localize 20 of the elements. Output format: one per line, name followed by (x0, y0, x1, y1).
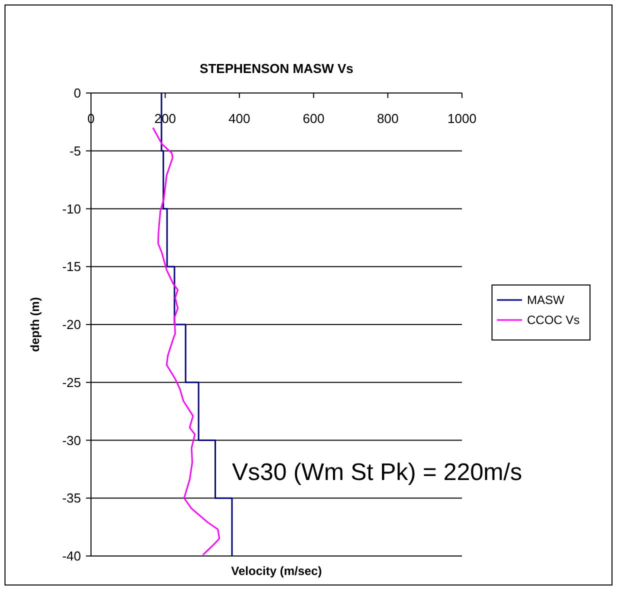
x-tick-label: 800 (376, 111, 399, 126)
y-tick-label: -5 (69, 143, 81, 158)
y-tick-label: -40 (62, 548, 81, 564)
y-tick-label: -15 (62, 259, 81, 274)
y-tick-label: 0 (74, 86, 81, 100)
x-tick-label: 600 (302, 111, 324, 126)
y-axis-title: depth (m) (28, 297, 42, 352)
y-tick-label: -20 (62, 317, 81, 332)
legend-label: MASW (527, 293, 566, 307)
y-tick-label: -25 (62, 374, 81, 390)
y-tick-label: -35 (62, 490, 81, 506)
y-tick-label: -30 (62, 432, 81, 448)
chart-title: STEPHENSON MASW Vs (200, 61, 354, 76)
x-tick-label: 1000 (448, 111, 476, 126)
x-tick-label: 400 (228, 111, 250, 126)
annotation: Vs30 (Wm St Pk) = 220m/s (232, 459, 522, 486)
y-tick-label: -10 (62, 201, 81, 216)
line-series (152, 126, 220, 556)
legend-label: CCOC Vs (527, 313, 580, 327)
x-axis-title: Velocity (m/sec) (231, 564, 322, 578)
